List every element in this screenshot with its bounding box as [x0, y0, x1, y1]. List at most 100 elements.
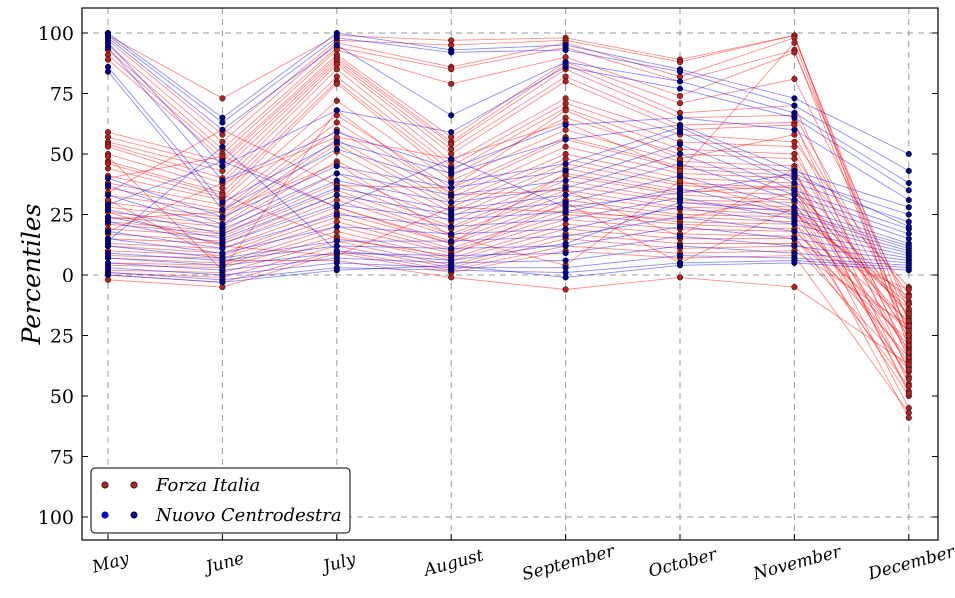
series-line-nuovo-centrodestra	[107, 153, 909, 235]
data-point-nuovo-centrodestra	[676, 189, 684, 196]
data-point-nuovo-centrodestra	[333, 129, 340, 136]
data-point-nuovo-centrodestra	[333, 170, 340, 177]
plot-frame	[81, 7, 939, 541]
data-point-forza-italia	[333, 80, 340, 87]
data-point-nuovo-centrodestra	[104, 228, 112, 235]
data-point-nuovo-centrodestra	[562, 167, 569, 174]
data-point-forza-italia	[791, 39, 798, 46]
series-line-nuovo-centrodestra	[107, 143, 909, 230]
x-tick-label-october: October	[647, 544, 720, 582]
data-point-nuovo-centrodestra	[448, 216, 455, 223]
series-line-nuovo-centrodestra	[107, 47, 910, 201]
data-point-nuovo-centrodestra	[905, 196, 912, 204]
data-point-nuovo-centrodestra	[791, 102, 798, 109]
data-point-nuovo-centrodestra	[791, 259, 798, 266]
data-point-forza-italia	[676, 100, 684, 107]
data-point-forza-italia	[905, 332, 912, 339]
data-point-nuovo-centrodestra	[333, 184, 340, 191]
series-line-forza-italia	[107, 238, 910, 370]
data-point-nuovo-centrodestra	[562, 121, 569, 129]
data-point-nuovo-centrodestra	[791, 179, 798, 187]
data-point-nuovo-centrodestra	[676, 213, 684, 220]
series-line-nuovo-centrodestra	[107, 206, 909, 254]
data-point-nuovo-centrodestra	[104, 68, 112, 75]
legend-marker-forza-italia-1	[101, 481, 109, 489]
data-point-nuovo-centrodestra	[448, 155, 455, 162]
data-point-forza-italia	[791, 49, 798, 56]
data-point-nuovo-centrodestra	[791, 170, 798, 177]
series-line-forza-italia	[107, 163, 910, 419]
data-point-forza-italia	[905, 293, 912, 300]
series-line-forza-italia	[107, 80, 910, 339]
data-point-nuovo-centrodestra	[905, 150, 912, 158]
series-lines-layer	[107, 32, 910, 419]
data-point-nuovo-centrodestra	[905, 187, 912, 194]
data-point-forza-italia	[333, 119, 340, 126]
data-point-forza-italia	[791, 155, 798, 162]
series-line-forza-italia	[107, 245, 910, 327]
y-tick-label: 50	[50, 144, 74, 166]
data-point-nuovo-centrodestra	[219, 206, 226, 213]
series-line-forza-italia	[107, 223, 910, 387]
series-line-nuovo-centrodestra	[107, 131, 909, 223]
data-point-forza-italia	[905, 322, 912, 329]
y-tick-label: 100	[38, 23, 74, 45]
data-point-nuovo-centrodestra	[905, 204, 912, 211]
series-line-nuovo-centrodestra	[107, 71, 909, 215]
series-line-nuovo-centrodestra	[107, 37, 910, 184]
data-point-nuovo-centrodestra	[562, 184, 569, 191]
data-point-nuovo-centrodestra	[333, 107, 340, 114]
series-line-nuovo-centrodestra	[107, 262, 909, 283]
data-point-nuovo-centrodestra	[219, 213, 226, 220]
series-line-forza-italia	[107, 109, 910, 394]
y-tick-label: 25	[50, 205, 74, 227]
data-point-nuovo-centrodestra	[333, 146, 340, 153]
data-point-nuovo-centrodestra	[219, 199, 226, 206]
data-point-forza-italia	[104, 153, 112, 160]
data-point-nuovo-centrodestra	[219, 279, 226, 286]
data-point-nuovo-centrodestra	[791, 95, 798, 102]
legend-marker-forza-italia-2	[130, 481, 138, 489]
data-point-nuovo-centrodestra	[448, 223, 455, 230]
data-point-nuovo-centrodestra	[676, 114, 684, 121]
data-point-forza-italia	[905, 383, 912, 390]
series-line-forza-italia	[107, 155, 910, 380]
data-point-nuovo-centrodestra	[562, 257, 569, 264]
series-line-forza-italia	[107, 189, 910, 363]
data-point-nuovo-centrodestra	[219, 143, 226, 150]
data-point-nuovo-centrodestra	[905, 167, 912, 174]
data-point-nuovo-centrodestra	[448, 170, 455, 177]
data-point-nuovo-centrodestra	[791, 196, 798, 204]
data-point-nuovo-centrodestra	[448, 230, 455, 237]
data-point-nuovo-centrodestra	[448, 129, 455, 136]
data-point-nuovo-centrodestra	[905, 267, 912, 274]
series-line-nuovo-centrodestra	[107, 32, 909, 155]
data-point-forza-italia	[676, 58, 684, 66]
y-tick-layer: 100 75 50 25 0 25 50 75 100	[38, 23, 938, 529]
series-line-forza-italia	[107, 47, 910, 343]
series-line-forza-italia	[107, 204, 910, 397]
series-line-nuovo-centrodestra	[107, 175, 909, 244]
data-point-nuovo-centrodestra	[562, 63, 569, 70]
series-line-nuovo-centrodestra	[107, 255, 909, 276]
x-tick-layer: May June July August September October Novembe…	[89, 534, 955, 585]
data-point-forza-italia	[562, 286, 569, 293]
data-point-forza-italia	[905, 286, 912, 293]
data-point-nuovo-centrodestra	[104, 175, 112, 182]
data-point-nuovo-centrodestra	[791, 209, 798, 216]
series-line-forza-italia	[107, 129, 910, 368]
data-point-nuovo-centrodestra	[333, 163, 340, 170]
data-point-nuovo-centrodestra	[562, 216, 569, 223]
series-line-forza-italia	[107, 250, 910, 414]
data-point-forza-italia	[791, 284, 798, 291]
data-point-nuovo-centrodestra	[791, 114, 798, 121]
series-line-nuovo-centrodestra	[107, 35, 910, 172]
data-point-forza-italia	[905, 310, 912, 317]
data-point-forza-italia	[905, 349, 912, 356]
data-point-nuovo-centrodestra	[676, 262, 684, 269]
series-line-nuovo-centrodestra	[107, 216, 909, 259]
y-tick-label: 25	[50, 326, 74, 348]
data-point-nuovo-centrodestra	[676, 223, 684, 230]
data-point-nuovo-centrodestra	[219, 119, 226, 126]
